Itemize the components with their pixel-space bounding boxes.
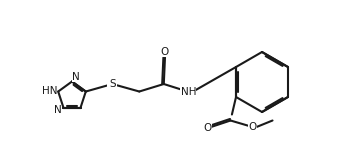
Text: S: S xyxy=(109,79,116,89)
Text: N: N xyxy=(72,73,79,83)
FancyBboxPatch shape xyxy=(107,79,117,89)
FancyBboxPatch shape xyxy=(161,47,170,57)
FancyBboxPatch shape xyxy=(203,123,212,133)
FancyBboxPatch shape xyxy=(45,86,56,95)
FancyBboxPatch shape xyxy=(72,73,78,82)
FancyBboxPatch shape xyxy=(54,105,60,114)
Text: O: O xyxy=(248,122,257,132)
Text: O: O xyxy=(161,47,169,57)
FancyBboxPatch shape xyxy=(180,87,196,96)
Text: O: O xyxy=(203,123,211,133)
Text: N: N xyxy=(54,105,61,115)
Text: NH: NH xyxy=(181,86,196,97)
Text: HN: HN xyxy=(42,86,58,95)
FancyBboxPatch shape xyxy=(248,122,257,132)
